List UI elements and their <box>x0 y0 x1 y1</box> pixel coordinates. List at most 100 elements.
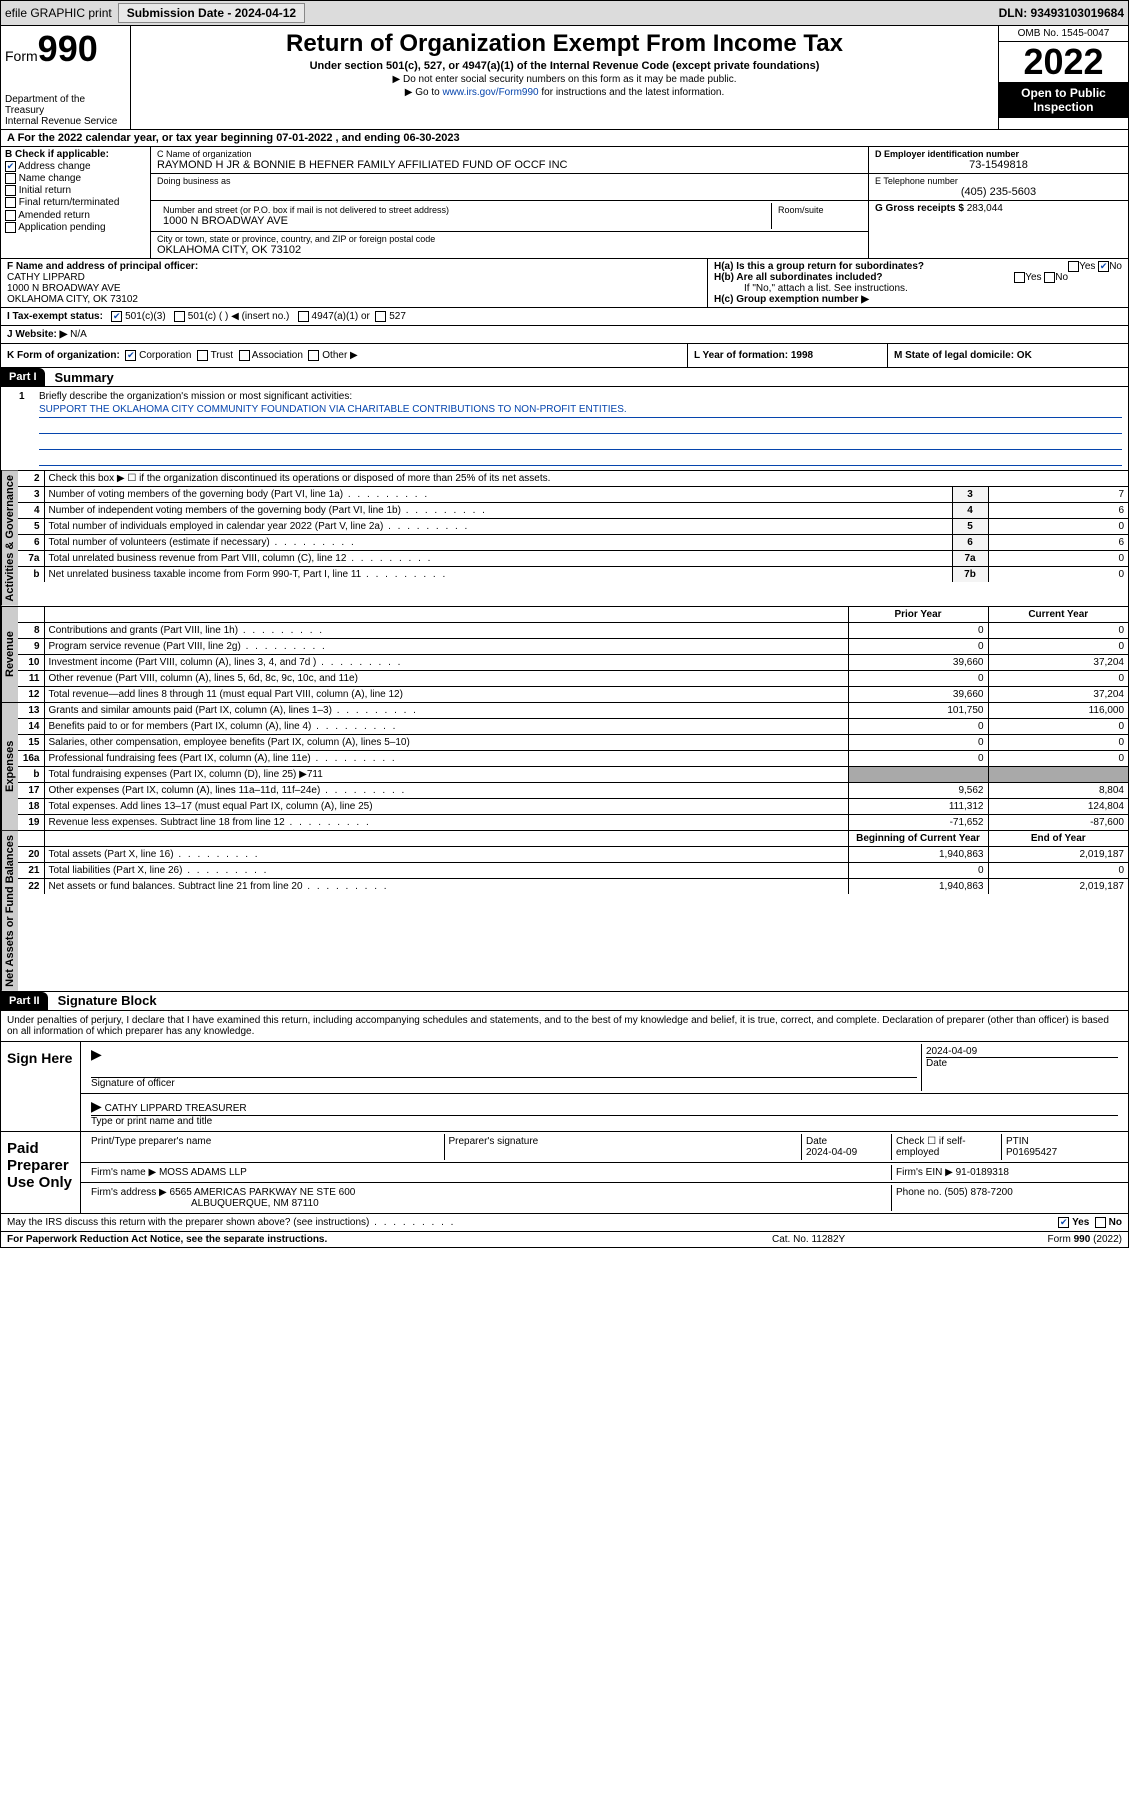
irs-link[interactable]: www.irs.gov/Form990 <box>442 87 538 98</box>
sig-name-label: Type or print name and title <box>91 1115 1118 1127</box>
officer-addr1: 1000 N BROADWAY AVE <box>7 283 121 294</box>
col-c: C Name of organization RAYMOND H JR & BO… <box>151 147 868 258</box>
submission-date-button[interactable]: Submission Date - 2024-04-12 <box>118 3 305 23</box>
hc-label: H(c) Group exemption number ▶ <box>714 294 869 305</box>
cur-10: 37,204 <box>988 654 1128 670</box>
val-6: 6 <box>988 535 1128 551</box>
prior-17: 9,562 <box>848 782 988 798</box>
check-527[interactable] <box>375 311 386 322</box>
top-bar: efile GRAPHIC print Submission Date - 20… <box>0 0 1129 26</box>
line-16b: Total fundraising expenses (Part IX, col… <box>44 766 848 782</box>
firm-addr1: 6565 AMERICAS PARKWAY NE STE 600 <box>170 1187 356 1198</box>
cur-11: 0 <box>988 670 1128 686</box>
prior-15: 0 <box>848 734 988 750</box>
check-501c3[interactable] <box>111 311 122 322</box>
arrow-icon: ▶ <box>91 1098 102 1114</box>
governance-table: 2Check this box ▶ ☐ if the organization … <box>18 471 1128 582</box>
discuss-yes[interactable] <box>1058 1217 1069 1228</box>
val-3: 7 <box>988 487 1128 503</box>
header-right: OMB No. 1545-0047 2022 Open to Public In… <box>998 26 1128 129</box>
part2-title: Signature Block <box>58 993 157 1008</box>
form-number: Form990 <box>5 28 126 70</box>
mission-label: Briefly describe the organization's miss… <box>39 391 352 402</box>
part1-title: Summary <box>55 370 114 385</box>
prior-19: -71,652 <box>848 814 988 830</box>
room-label: Room/suite <box>778 205 856 215</box>
line-15: Salaries, other compensation, employee b… <box>44 734 848 750</box>
dln-label: DLN: 93493103019684 <box>999 6 1124 20</box>
expenses-section: Expenses 13Grants and similar amounts pa… <box>0 703 1129 831</box>
col-f: F Name and address of principal officer:… <box>1 259 708 307</box>
line-17: Other expenses (Part IX, column (A), lin… <box>44 782 848 798</box>
hb-yes[interactable] <box>1014 272 1025 283</box>
sig-name: CATHY LIPPARD TREASURER <box>105 1103 247 1114</box>
prior-13: 101,750 <box>848 703 988 719</box>
hb-no[interactable] <box>1044 272 1055 283</box>
line-9: Program service revenue (Part VIII, line… <box>44 638 848 654</box>
check-trust[interactable] <box>197 350 208 361</box>
check-application-pending[interactable]: Application pending <box>5 222 146 233</box>
tax-year: 2022 <box>999 42 1128 82</box>
dept-label: Department of the Treasury <box>5 94 126 116</box>
shade-16b-c <box>988 766 1128 782</box>
governance-section: Activities & Governance 2Check this box … <box>0 471 1129 607</box>
row-klm: K Form of organization: Corporation Trus… <box>0 344 1129 368</box>
val-5: 0 <box>988 519 1128 535</box>
check-corp[interactable] <box>125 350 136 361</box>
check-4947[interactable] <box>298 311 309 322</box>
footer: For Paperwork Reduction Act Notice, see … <box>0 1232 1129 1248</box>
col-k: K Form of organization: Corporation Trus… <box>1 344 688 367</box>
check-initial-return[interactable]: Initial return <box>5 185 146 196</box>
tax-year-range: A For the 2022 calendar year, or tax yea… <box>7 132 460 144</box>
sig-date-label: Date <box>926 1057 1118 1069</box>
cur-16a: 0 <box>988 750 1128 766</box>
cur-8: 0 <box>988 622 1128 638</box>
irs-label: Internal Revenue Service <box>5 116 126 127</box>
sig-officer-label: Signature of officer <box>91 1077 917 1089</box>
check-other[interactable] <box>308 350 319 361</box>
preparer-block: Paid Preparer Use Only Print/Type prepar… <box>0 1132 1129 1214</box>
prior-14: 0 <box>848 718 988 734</box>
form-footer: Form 990 (2022) <box>1048 1234 1122 1245</box>
ptin-value: P01695427 <box>1006 1147 1057 1158</box>
line-6: Total number of volunteers (estimate if … <box>44 535 952 551</box>
officer-addr2: OKLAHOMA CITY, OK 73102 <box>7 294 138 305</box>
part1-label: Part I <box>1 368 45 386</box>
ha-yes[interactable] <box>1068 261 1079 272</box>
line-5: Total number of individuals employed in … <box>44 519 952 535</box>
prior-11: 0 <box>848 670 988 686</box>
check-name-change[interactable]: Name change <box>5 173 146 184</box>
penalty-statement: Under penalties of perjury, I declare th… <box>0 1011 1129 1042</box>
street-value: 1000 N BROADWAY AVE <box>163 215 765 227</box>
city-label: City or town, state or province, country… <box>157 234 862 244</box>
form-title: Return of Organization Exempt From Incom… <box>139 30 990 58</box>
check-501c[interactable] <box>174 311 185 322</box>
part2-header: Part II Signature Block <box>0 992 1129 1011</box>
line-8: Contributions and grants (Part VIII, lin… <box>44 622 848 638</box>
prep-date: 2024-04-09 <box>806 1147 857 1158</box>
form-word: Form <box>5 48 38 64</box>
org-name-label: C Name of organization <box>157 149 862 159</box>
tax-status-label: I Tax-exempt status: <box>7 311 103 322</box>
discuss-row: May the IRS discuss this return with the… <box>0 1214 1129 1232</box>
arrow-icon: ▶ <box>91 1046 102 1062</box>
part2-label: Part II <box>1 992 48 1010</box>
line-10: Investment income (Part VIII, column (A)… <box>44 654 848 670</box>
cur-18: 124,804 <box>988 798 1128 814</box>
prep-name-label: Print/Type preparer's name <box>87 1134 445 1160</box>
ha-no[interactable] <box>1098 261 1109 272</box>
check-assoc[interactable] <box>239 350 250 361</box>
check-amended[interactable]: Amended return <box>5 210 146 221</box>
line-22: Net assets or fund balances. Subtract li… <box>44 878 848 894</box>
row-j: J Website: ▶ N/A <box>0 326 1129 344</box>
ptin-label: PTIN <box>1006 1136 1029 1147</box>
firm-name-label: Firm's name ▶ <box>91 1167 156 1178</box>
line-14: Benefits paid to or for members (Part IX… <box>44 718 848 734</box>
open-inspection: Open to Public Inspection <box>999 82 1128 118</box>
line-16a: Professional fundraising fees (Part IX, … <box>44 750 848 766</box>
check-final-return[interactable]: Final return/terminated <box>5 197 146 208</box>
check-address-change[interactable]: Address change <box>5 161 146 172</box>
row-i: I Tax-exempt status: 501(c)(3) 501(c) ( … <box>0 308 1129 326</box>
header-left: Form990 Department of the Treasury Inter… <box>1 26 131 129</box>
discuss-no[interactable] <box>1095 1217 1106 1228</box>
